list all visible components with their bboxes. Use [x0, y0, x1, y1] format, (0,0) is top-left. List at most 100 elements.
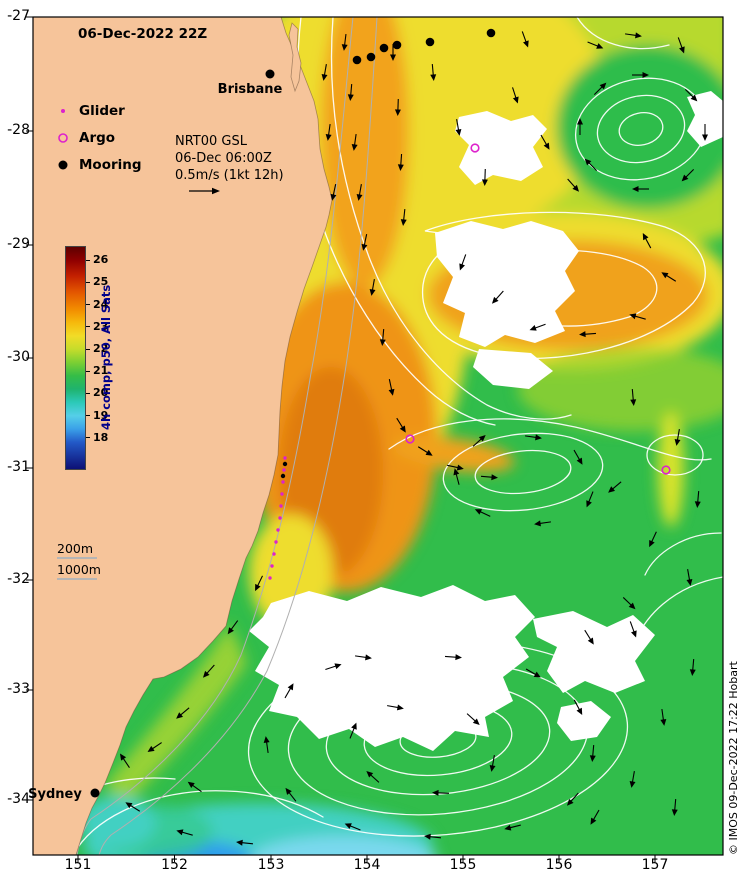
colorbar-tick — [86, 392, 90, 394]
current-arrow — [629, 621, 637, 638]
x-axis-tick-label: 157 — [641, 857, 669, 873]
current-arrow — [694, 490, 701, 508]
depth-label: 200m — [57, 541, 94, 556]
mooring-marker — [486, 28, 496, 38]
current-arrow — [587, 41, 604, 49]
glider-track-dot — [274, 540, 278, 544]
current-arrow — [584, 158, 598, 172]
y-axis-tick-label: -29 — [7, 236, 30, 252]
current-arrow — [369, 279, 376, 296]
legend-item-mooring: Mooring — [54, 151, 142, 178]
mooring-marker — [392, 40, 402, 50]
x-axis-tick-label: 151 — [64, 857, 92, 873]
current-arrow — [625, 32, 642, 39]
current-arrow — [660, 709, 667, 726]
x-axis-tick-label: 155 — [449, 857, 477, 873]
current-arrow — [356, 184, 363, 201]
x-axis-tick-label: 153 — [257, 857, 285, 873]
current-arrow — [147, 742, 162, 753]
observation-markers-layer — [268, 28, 671, 580]
current-arrow — [341, 33, 348, 51]
current-arrow — [622, 597, 636, 610]
current-arrow — [567, 178, 580, 192]
argo-marker — [470, 143, 480, 153]
current-arrow — [176, 829, 193, 836]
y-axis-tick-label: -27 — [7, 8, 30, 24]
glider-track-dot — [283, 456, 287, 460]
colorbar-tick-label: 23 — [93, 319, 109, 333]
current-arrow — [573, 449, 583, 465]
y-axis-tick-label: -32 — [7, 571, 30, 587]
current-arrow — [187, 781, 202, 793]
current-arrow — [347, 83, 354, 101]
current-arrow — [227, 620, 239, 635]
current-arrow — [629, 771, 636, 788]
current-arrow — [474, 509, 491, 517]
model-name: NRT00 GSL — [175, 134, 247, 149]
mooring-marker — [425, 37, 435, 47]
current-arrows-layer — [119, 31, 708, 846]
glider-track-dot — [279, 504, 283, 508]
land-region — [33, 17, 333, 855]
current-arrow — [397, 153, 404, 171]
current-arrow — [525, 434, 542, 441]
current-arrow — [589, 744, 596, 762]
bathymetry-200m — [76, 17, 354, 855]
current-arrow — [361, 234, 368, 251]
current-arrow — [540, 134, 550, 150]
current-arrow — [351, 134, 358, 151]
reference-arrow-icon — [189, 187, 220, 195]
current-arrow — [525, 668, 541, 678]
current-arrow — [325, 124, 332, 141]
current-arrow — [466, 713, 480, 726]
current-arrow — [459, 254, 467, 271]
credit-text: © IMOS 09-Dec-2022 17:22 Hobart — [727, 661, 740, 855]
colorbar-tick — [86, 281, 90, 283]
city-label-brisbane: Brisbane — [218, 82, 283, 97]
current-arrow — [394, 98, 401, 116]
current-arrow — [584, 629, 594, 645]
colorbar-tick — [86, 304, 90, 306]
axis-ticks-layer — [26, 16, 656, 862]
current-arrow — [586, 491, 594, 508]
map-frame — [32, 16, 724, 856]
legend-label-mooring: Mooring — [79, 156, 142, 173]
current-arrow — [284, 683, 294, 699]
current-arrow — [349, 722, 357, 739]
current-arrow — [387, 704, 404, 711]
sst-colorbar: 26 25 24 23 22 21 20 19 18 — [65, 246, 135, 470]
legend-label-argo: Argo — [79, 129, 116, 146]
current-arrow — [481, 168, 488, 186]
y-axis-tick-label: -28 — [7, 122, 30, 138]
depth-legend-item: 200m — [57, 541, 101, 559]
current-arrow — [444, 654, 462, 661]
depth-contour-legend: 200m 1000m — [57, 541, 101, 583]
velocity-scale-label: 0.5m/s (1kt 12h) — [175, 168, 284, 183]
current-arrow — [504, 824, 521, 831]
current-arrow — [642, 233, 652, 249]
city-labels-layer: Brisbane Sydney — [28, 69, 283, 802]
current-arrow — [453, 468, 460, 485]
city-marker-brisbane — [265, 69, 275, 79]
current-arrow — [681, 168, 695, 182]
mooring-marker — [366, 52, 376, 62]
current-arrow — [702, 124, 708, 141]
colorbar-tick — [86, 259, 90, 261]
current-arrow — [325, 663, 342, 670]
current-arrow — [424, 833, 442, 840]
mooring-marker — [352, 55, 362, 65]
argo-marker — [405, 434, 415, 444]
current-arrow — [512, 87, 519, 104]
legend-item-argo: Argo — [54, 124, 142, 151]
current-arrow — [521, 31, 529, 48]
model-time: 06-Dec 06:00Z — [175, 151, 272, 166]
map-canvas: Brisbane Sydney — [26, 16, 724, 862]
current-arrow — [432, 789, 450, 796]
current-arrow — [632, 186, 649, 192]
argo-marker — [661, 465, 671, 475]
current-arrow — [689, 658, 696, 676]
colorbar-tick-label: 21 — [93, 364, 109, 378]
current-arrow — [677, 37, 685, 54]
current-arrow — [573, 699, 583, 715]
current-arrow — [119, 753, 130, 768]
